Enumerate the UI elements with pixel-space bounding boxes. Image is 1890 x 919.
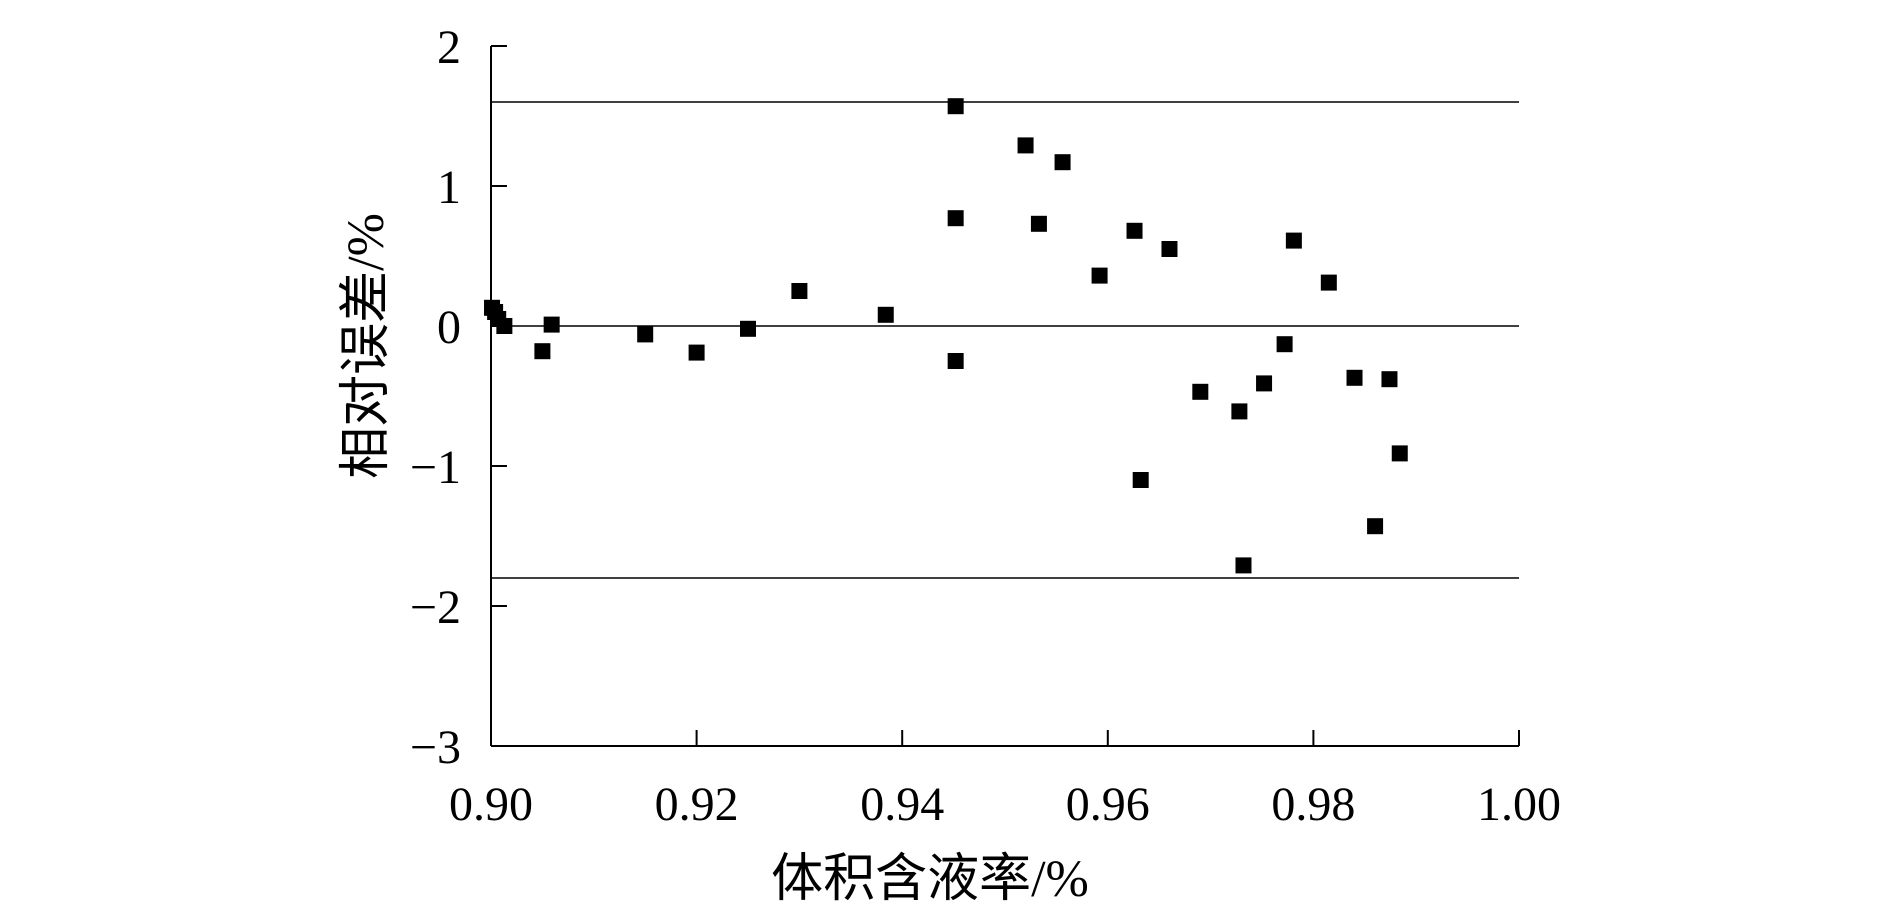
axes xyxy=(490,46,1519,747)
y-tick-label: −1 xyxy=(410,441,461,494)
data-point xyxy=(1346,369,1363,386)
y-tick-label: 2 xyxy=(437,21,461,74)
data-point xyxy=(947,353,964,369)
data-point xyxy=(1367,518,1384,535)
data-point xyxy=(1381,371,1398,388)
data-point xyxy=(1030,215,1047,232)
y-tick-label: −3 xyxy=(410,721,461,774)
data-point xyxy=(791,283,808,299)
data-point xyxy=(947,98,964,115)
data-point xyxy=(1126,222,1143,239)
y-tick-label: −2 xyxy=(410,581,461,634)
data-point xyxy=(1231,403,1248,420)
data-point xyxy=(688,344,705,361)
ticks xyxy=(490,45,1520,747)
tick-labels: 2 1 0 −1 −2 −30.90 0.92 0.94 0.96 0.98 1.00 xyxy=(410,21,1561,831)
data-point xyxy=(543,316,560,333)
data-point xyxy=(1017,137,1034,154)
y-tick-label: 0 xyxy=(437,301,461,354)
data-point xyxy=(1256,375,1273,392)
data-point xyxy=(877,306,894,323)
x-tick-label: 0.92 xyxy=(655,778,739,831)
x-axis-title: 体积含液率/% xyxy=(771,851,1089,908)
data-point xyxy=(1054,154,1071,171)
data-point xyxy=(1391,445,1408,462)
data-point xyxy=(1276,336,1293,353)
data-point xyxy=(1285,232,1302,249)
data-point xyxy=(1132,472,1149,488)
data-point xyxy=(534,343,551,360)
reference-lines xyxy=(491,101,1519,579)
data-point xyxy=(947,210,964,227)
data-point xyxy=(1192,383,1209,400)
data-point xyxy=(740,320,756,337)
x-tick-label: 0.98 xyxy=(1271,778,1355,831)
data-point xyxy=(1091,267,1108,284)
x-tick-label: 1.00 xyxy=(1477,778,1561,831)
data-point xyxy=(1161,241,1178,257)
x-tick-label: 0.90 xyxy=(449,778,533,831)
data-point xyxy=(1320,274,1337,291)
y-tick-label: 1 xyxy=(437,161,461,214)
data-points xyxy=(484,98,1408,574)
data-point xyxy=(496,318,513,334)
x-tick-label: 0.96 xyxy=(1066,778,1150,831)
data-point xyxy=(637,326,654,343)
data-point xyxy=(1235,557,1252,574)
y-axis-title: 相对误差/% xyxy=(338,213,395,479)
x-tick-label: 0.94 xyxy=(860,778,944,831)
